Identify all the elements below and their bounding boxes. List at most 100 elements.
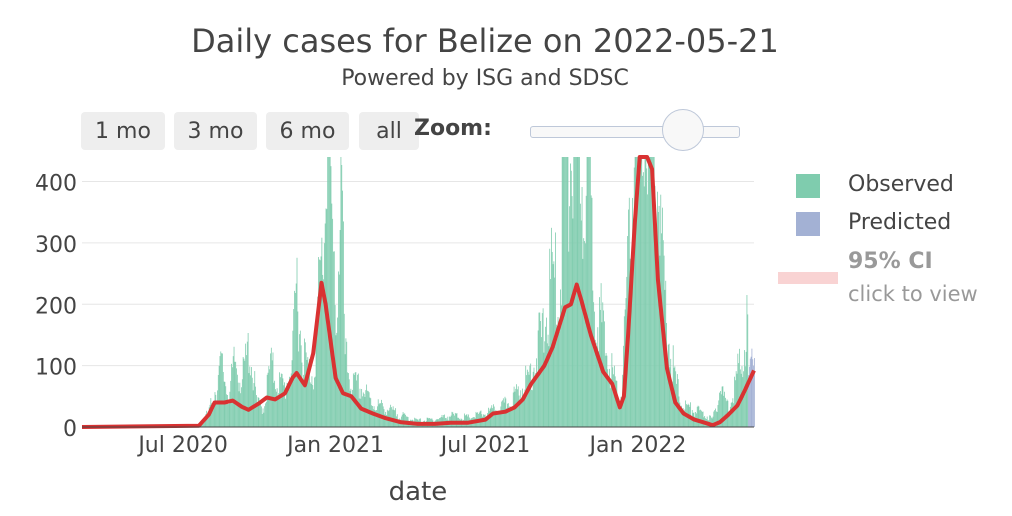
observed-bar [640,157,642,427]
observed-bar [231,363,232,427]
observed-bar [582,258,584,427]
predicted-bar [749,358,751,427]
observed-bar [720,394,722,427]
observed-bar [287,387,289,427]
observed-bar [637,157,638,427]
observed-bar [617,402,619,427]
observed-bar [560,289,561,427]
observed-bar [724,391,725,427]
observed-bar [510,409,512,427]
observed-bar [742,377,744,427]
observed-bar [351,396,353,427]
observed-bar [534,376,536,427]
observed-bar [345,338,347,427]
observed-bar [559,331,561,427]
observed-bar [313,389,314,427]
observed-bar [348,379,350,427]
range-button-6mo[interactable]: 6 mo [266,112,349,150]
observed-bar [241,379,243,427]
observed-bar [561,157,563,427]
predicted-bar [751,348,753,427]
observed-bar [316,313,318,427]
observed-bar [395,408,397,427]
observed-bar [519,404,521,427]
observed-bar [611,353,613,427]
observed-bar [371,405,372,427]
observed-bar [696,406,698,427]
zoom-slider-handle[interactable] [662,109,704,151]
legend-observed-label[interactable]: Observed [848,172,954,197]
range-button-all[interactable]: all [359,112,419,150]
observed-bar [649,157,651,427]
observed-bar [329,157,331,427]
observed-bar [508,407,510,427]
legend-ci-label[interactable]: 95% CI [848,249,933,274]
observed-bar [712,416,714,427]
observed-bar [443,415,445,427]
observed-bar [258,397,260,427]
y-tick-label: 0 [63,417,77,442]
observed-bar [314,376,316,427]
observed-bar [498,414,500,427]
observed-bar [537,330,539,427]
observed-bar [711,418,713,427]
observed-bar [636,157,638,427]
legend-ci-hint[interactable]: click to view [848,282,978,306]
y-tick-label: 100 [35,356,77,381]
observed-bar [560,305,562,427]
observed-bar [531,390,533,427]
y-tick-label: 300 [35,233,77,258]
observed-bar [729,412,730,427]
observed-bar [270,347,272,427]
observed-bar [606,355,608,427]
observed-bar [220,351,222,427]
observed-bar [362,396,363,427]
observed-bar [343,313,345,427]
observed-bar [501,401,503,427]
observed-bar [610,384,612,427]
observed-bar [747,314,749,427]
observed-bar [521,388,523,427]
observed-bar [528,374,530,427]
observed-bar [589,157,591,427]
observed-bar [536,358,537,427]
observed-bar [301,362,303,427]
observed-bar [404,413,406,427]
observed-bar [261,413,263,427]
legend-predicted-swatch[interactable] [796,212,820,236]
observed-bar [608,368,610,427]
observed-bar [495,409,497,427]
observed-bar [207,412,209,427]
observed-bar [340,157,342,427]
observed-bar [264,406,266,427]
observed-bar [690,402,691,427]
observed-bar [600,283,602,427]
legend-ci-swatch[interactable] [778,272,838,284]
observed-bar [521,398,522,427]
observed-bar [227,404,229,427]
observed-bar [652,157,653,427]
observed-bar [549,248,551,427]
observed-bar [584,241,585,427]
observed-bar [653,157,655,427]
observed-bar [376,410,377,427]
observed-bar [530,363,532,427]
observed-bar [650,157,652,427]
legend-predicted-label[interactable]: Predicted [848,210,952,235]
range-button-1mo[interactable]: 1 mo [81,112,165,150]
observed-bar [444,414,445,427]
observed-bar [698,406,700,427]
observed-bar [492,408,493,427]
range-button-3mo[interactable]: 3 mo [174,112,257,150]
observed-bar [455,413,457,427]
observed-bar [590,195,592,427]
observed-bar [568,251,570,427]
observed-bar [583,238,585,427]
predicted-bar [754,358,755,427]
legend-observed-swatch[interactable] [796,174,820,198]
observed-bar [632,197,633,427]
observed-bar [251,367,252,427]
observed-bar [607,369,609,427]
observed-bar [670,358,672,427]
observed-bar [486,415,488,427]
